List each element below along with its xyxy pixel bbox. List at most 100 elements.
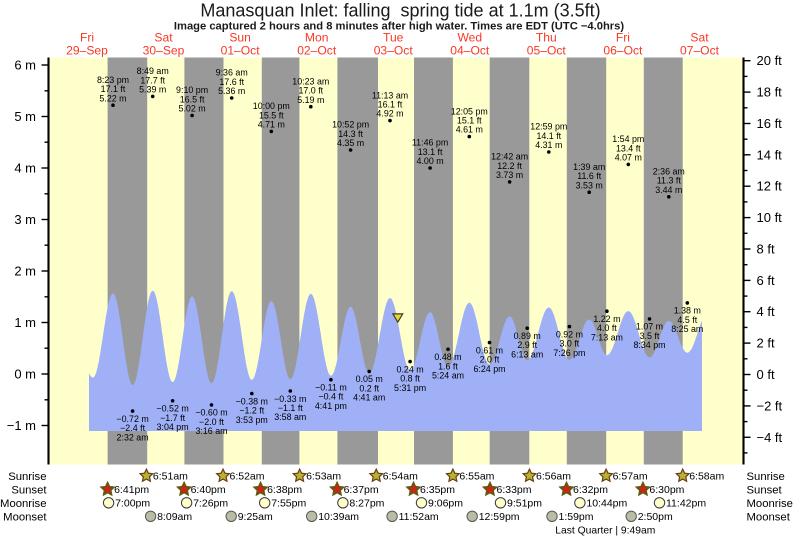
svg-text:3 m: 3 m xyxy=(14,212,36,227)
svg-text:8 ft: 8 ft xyxy=(757,242,775,257)
svg-text:30–Sep: 30–Sep xyxy=(143,43,185,57)
svg-text:Last Quarter | 9:49am: Last Quarter | 9:49am xyxy=(555,526,655,537)
svg-text:Sunset: Sunset xyxy=(11,484,47,496)
svg-text:Sat: Sat xyxy=(690,30,709,44)
svg-text:6:52am: 6:52am xyxy=(230,471,265,483)
svg-text:6:13 am: 6:13 am xyxy=(511,349,543,359)
svg-text:9:36 am: 9:36 am xyxy=(216,68,248,78)
svg-text:10:44pm: 10:44pm xyxy=(586,498,627,510)
svg-text:3:16 am: 3:16 am xyxy=(195,426,227,436)
svg-text:6 ft: 6 ft xyxy=(757,273,775,288)
svg-text:10:00 pm: 10:00 pm xyxy=(253,101,290,111)
svg-text:8:09am: 8:09am xyxy=(157,511,192,523)
svg-text:4.0 ft: 4.0 ft xyxy=(597,323,617,333)
svg-text:07–Oct: 07–Oct xyxy=(680,43,720,57)
svg-text:2:50pm: 2:50pm xyxy=(638,511,673,523)
svg-text:6:57am: 6:57am xyxy=(613,471,648,483)
svg-text:13.1 ft: 13.1 ft xyxy=(418,147,443,157)
svg-text:6:53am: 6:53am xyxy=(306,471,341,483)
svg-text:8:25 am: 8:25 am xyxy=(671,324,703,334)
svg-text:−2 ft: −2 ft xyxy=(757,398,783,413)
svg-text:5.22 m: 5.22 m xyxy=(99,93,126,103)
svg-text:4:41 pm: 4:41 pm xyxy=(315,401,347,411)
svg-text:Sunrise: Sunrise xyxy=(747,471,785,483)
svg-text:17.7 ft: 17.7 ft xyxy=(140,75,165,85)
svg-text:1 m: 1 m xyxy=(14,315,36,330)
svg-text:3:58 am: 3:58 am xyxy=(274,412,306,422)
svg-text:Image captured 2 hours and 8 m: Image captured 2 hours and 8 minutes aft… xyxy=(174,20,624,32)
svg-text:Moonset: Moonset xyxy=(747,511,791,523)
svg-text:5.19 m: 5.19 m xyxy=(297,95,324,105)
svg-text:Thu: Thu xyxy=(536,30,557,44)
svg-text:0.05 m: 0.05 m xyxy=(356,374,383,384)
svg-text:6:40pm: 6:40pm xyxy=(191,484,226,496)
svg-text:14 ft: 14 ft xyxy=(757,147,783,162)
svg-text:4.35 m: 4.35 m xyxy=(337,138,364,148)
svg-text:Moonset: Moonset xyxy=(3,511,47,523)
svg-text:2 m: 2 m xyxy=(14,264,36,279)
svg-text:11:13 am: 11:13 am xyxy=(372,90,408,100)
svg-text:11:46 pm: 11:46 pm xyxy=(412,138,448,148)
svg-text:5:24 am: 5:24 am xyxy=(432,371,464,381)
svg-text:7:26 pm: 7:26 pm xyxy=(553,348,585,358)
svg-text:0.2 ft: 0.2 ft xyxy=(359,383,379,393)
svg-text:6:37pm: 6:37pm xyxy=(344,484,379,496)
svg-text:4.00 m: 4.00 m xyxy=(417,156,444,166)
svg-text:11.3 ft: 11.3 ft xyxy=(657,176,682,186)
svg-text:6 m: 6 m xyxy=(14,58,36,73)
svg-text:5.39 m: 5.39 m xyxy=(139,85,166,95)
svg-text:0.48 m: 0.48 m xyxy=(434,352,461,362)
svg-text:13.4 ft: 13.4 ft xyxy=(616,143,641,153)
svg-text:−0.38 m: −0.38 m xyxy=(236,396,268,406)
svg-text:29–Sep: 29–Sep xyxy=(66,43,108,57)
svg-text:4.07 m: 4.07 m xyxy=(615,153,642,163)
svg-text:7:55pm: 7:55pm xyxy=(271,498,306,510)
svg-text:Manasquan Inlet: falling spri: Manasquan Inlet: falling spring tide at … xyxy=(200,1,600,21)
svg-text:16 ft: 16 ft xyxy=(757,116,783,131)
svg-text:−1.2 ft: −1.2 ft xyxy=(239,406,264,416)
svg-text:4.61 m: 4.61 m xyxy=(456,125,483,135)
svg-text:4:41 am: 4:41 am xyxy=(353,393,385,403)
svg-text:3:53 pm: 3:53 pm xyxy=(236,415,268,425)
svg-text:6:41pm: 6:41pm xyxy=(114,484,149,496)
svg-text:17.6 ft: 17.6 ft xyxy=(219,77,244,87)
svg-text:1:54 pm: 1:54 pm xyxy=(612,134,644,144)
svg-text:5.36 m: 5.36 m xyxy=(218,86,245,96)
svg-text:Sun: Sun xyxy=(229,30,251,44)
svg-text:5 m: 5 m xyxy=(14,109,36,124)
svg-text:−0.72 m: −0.72 m xyxy=(116,414,148,424)
svg-text:1:59pm: 1:59pm xyxy=(559,511,594,523)
svg-text:11.6 ft: 11.6 ft xyxy=(577,171,602,181)
svg-text:2.0 ft: 2.0 ft xyxy=(480,355,500,365)
svg-text:0.8 ft: 0.8 ft xyxy=(400,374,420,384)
svg-text:06–Oct: 06–Oct xyxy=(603,43,643,57)
svg-text:6:24 pm: 6:24 pm xyxy=(473,364,505,374)
svg-text:7:26pm: 7:26pm xyxy=(193,498,228,510)
svg-text:5.02 m: 5.02 m xyxy=(179,104,206,114)
svg-text:8:34 pm: 8:34 pm xyxy=(633,340,665,350)
svg-text:Fri: Fri xyxy=(616,30,630,44)
svg-text:0 ft: 0 ft xyxy=(757,367,775,382)
svg-text:11:42pm: 11:42pm xyxy=(666,498,706,510)
svg-text:16.5 ft: 16.5 ft xyxy=(180,94,205,104)
svg-text:−0.60 m: −0.60 m xyxy=(195,408,227,418)
svg-text:9:51pm: 9:51pm xyxy=(507,498,542,510)
svg-text:01–Oct: 01–Oct xyxy=(221,43,261,57)
svg-text:7:13 am: 7:13 am xyxy=(591,332,623,342)
svg-text:03–Oct: 03–Oct xyxy=(374,43,414,57)
svg-text:Sunset: Sunset xyxy=(747,484,783,496)
svg-text:3.0 ft: 3.0 ft xyxy=(560,339,580,349)
svg-text:10:52 pm: 10:52 pm xyxy=(332,120,369,130)
svg-text:4.31 m: 4.31 m xyxy=(535,140,562,150)
svg-text:−0.52 m: −0.52 m xyxy=(156,404,188,414)
svg-text:0.24 m: 0.24 m xyxy=(397,364,424,374)
svg-text:12.2 ft: 12.2 ft xyxy=(497,161,522,171)
svg-text:3.53 m: 3.53 m xyxy=(576,180,603,190)
svg-text:−0.11 m: −0.11 m xyxy=(315,383,347,393)
svg-text:15.5 ft: 15.5 ft xyxy=(259,110,284,120)
svg-text:2.9 ft: 2.9 ft xyxy=(517,340,537,350)
svg-text:Sat: Sat xyxy=(154,30,173,44)
svg-text:Fri: Fri xyxy=(80,30,94,44)
svg-text:2:36 am: 2:36 am xyxy=(653,167,685,177)
svg-text:14.1 ft: 14.1 ft xyxy=(536,131,561,141)
